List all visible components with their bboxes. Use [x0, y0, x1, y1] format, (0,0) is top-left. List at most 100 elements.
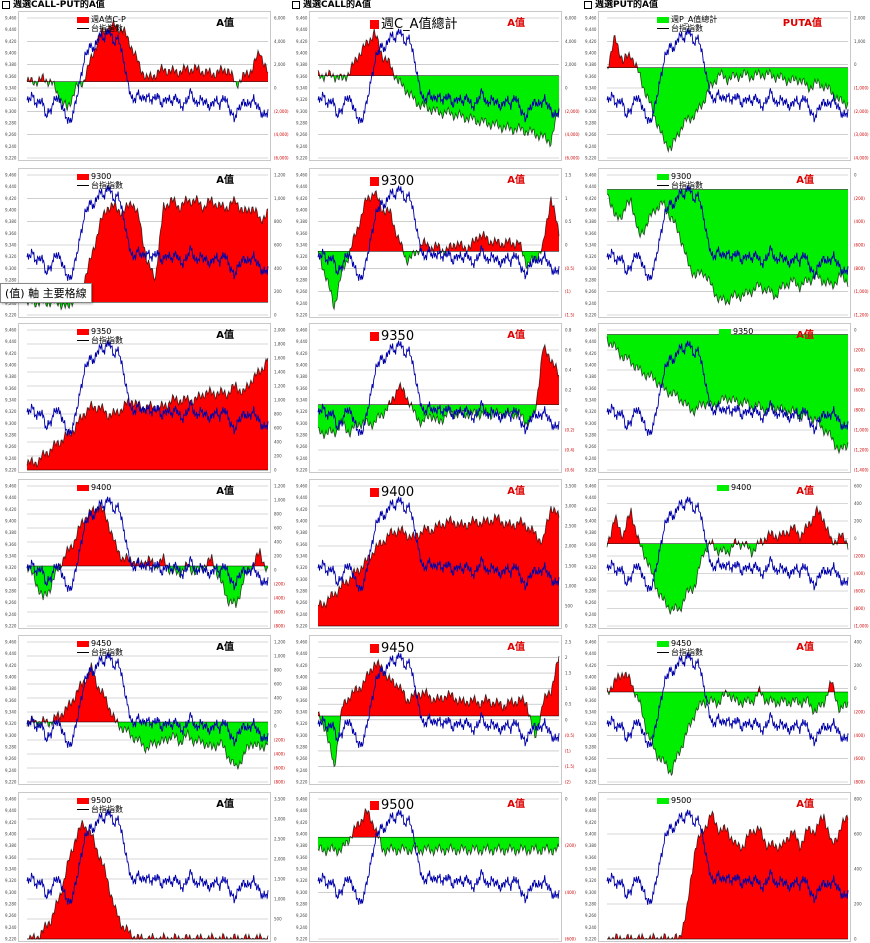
right-tick-label: 1.5: [565, 671, 572, 676]
left-tick-label: 9,280: [5, 278, 17, 283]
legend-swatch: [370, 332, 379, 341]
left-tick-label: 9,300: [5, 733, 17, 738]
right-tick-label: 1,600: [274, 356, 286, 361]
legend-bar-label: 9350: [733, 327, 753, 336]
chart-svg: 9,4609,4409,4209,4009,3809,3609,3409,320…: [310, 12, 593, 162]
right-tick-label: (600): [565, 937, 576, 942]
legend-bar-label: 9450: [91, 639, 111, 648]
legend-line-swatch: [77, 28, 89, 29]
left-tick-label: 9,280: [296, 745, 308, 750]
left-tick-label: 9,400: [296, 208, 308, 213]
right-tick-label: 1,000: [274, 654, 286, 659]
right-tick-label: (800): [854, 780, 865, 785]
right-tick-label: (1): [565, 748, 571, 753]
right-tick-label: 400: [854, 640, 862, 645]
left-tick-label: 9,240: [296, 301, 308, 306]
left-tick-label: 9,220: [5, 468, 17, 473]
left-tick-label: 9,320: [5, 565, 17, 570]
legend-bar-label: 9450: [381, 641, 414, 656]
left-tick-label: 9,460: [5, 16, 17, 21]
right-tick-label: 0: [274, 568, 277, 573]
right-tick-label: 500: [274, 917, 282, 922]
left-tick-label: 9,420: [5, 351, 17, 356]
right-tick-label: 2,000: [565, 544, 577, 549]
left-tick-label: 9,440: [296, 339, 308, 344]
left-tick-label: 9,240: [585, 301, 597, 306]
legend-bar-label: 9350: [91, 327, 111, 336]
right-tick-label: 200: [274, 289, 282, 294]
left-tick-label: 9,260: [296, 913, 308, 918]
right-tick-label: (400): [565, 890, 576, 895]
area-outline: [607, 506, 848, 614]
left-tick-label: 9,380: [5, 62, 17, 67]
left-tick-label: 9,380: [585, 843, 597, 848]
chart-svg: 9,4609,4409,4209,4009,3809,3609,3409,320…: [19, 324, 302, 474]
left-tick-label: 9,240: [585, 144, 597, 149]
left-tick-label: 9,320: [585, 97, 597, 102]
left-tick-label: 9,220: [585, 313, 597, 318]
left-tick-label: 9,320: [5, 721, 17, 726]
chart-svg: 9,4609,4409,4209,4009,3809,3609,3409,320…: [310, 636, 593, 786]
right-tick-label: 0: [565, 243, 568, 248]
right-tick-label: 1.5: [565, 173, 572, 178]
left-tick-label: 9,260: [5, 132, 17, 137]
right-tick-label: (0.5): [565, 733, 575, 738]
left-tick-label: 9,400: [5, 519, 17, 524]
left-tick-label: 9,280: [5, 745, 17, 750]
left-tick-label: 9,460: [5, 173, 17, 178]
right-tick-label: (200): [854, 554, 865, 559]
area-outline: [607, 35, 848, 151]
area-positive: [27, 504, 268, 566]
left-tick-label: 9,220: [296, 624, 308, 629]
left-tick-label: 9,380: [5, 219, 17, 224]
right-tick-label: 2,000: [274, 328, 286, 333]
left-tick-label: 9,260: [296, 600, 308, 605]
left-tick-label: 9,300: [296, 890, 308, 895]
right-tick-label: 0: [854, 686, 857, 691]
right-tick-label: 2: [565, 655, 568, 660]
right-tick-label: (1,200): [854, 313, 869, 318]
right-tick-label: (1): [565, 289, 571, 294]
legend-line-label: 台指指數: [91, 336, 123, 345]
left-tick-label: 9,440: [5, 27, 17, 32]
left-tick-label: 9,420: [5, 820, 17, 825]
legend-bar-label: 9450: [671, 639, 691, 648]
chart-title: A值: [796, 326, 814, 341]
axis-tooltip: (值) 軸 主要格線: [0, 283, 92, 303]
right-tick-label: (1,000): [854, 86, 869, 91]
chart-legend: 9400: [77, 483, 111, 492]
left-tick-label: 9,420: [585, 196, 597, 201]
area-positive: [27, 820, 268, 939]
chart-title: A值: [216, 326, 234, 341]
left-tick-label: 9,380: [585, 219, 597, 224]
left-tick-label: 9,280: [296, 278, 308, 283]
left-tick-label: 9,360: [296, 855, 308, 860]
chart-legend: 9500: [657, 796, 691, 805]
right-tick-label: (800): [274, 780, 285, 785]
legend-swatch: [717, 485, 729, 491]
right-tick-label: 400: [274, 696, 282, 701]
left-tick-label: 9,400: [585, 519, 597, 524]
left-tick-label: 9,460: [585, 16, 597, 21]
legend-line-swatch: [657, 28, 669, 29]
left-tick-label: 9,380: [585, 530, 597, 535]
right-tick-label: 3,500: [274, 797, 286, 802]
right-tick-label: (600): [854, 756, 865, 761]
